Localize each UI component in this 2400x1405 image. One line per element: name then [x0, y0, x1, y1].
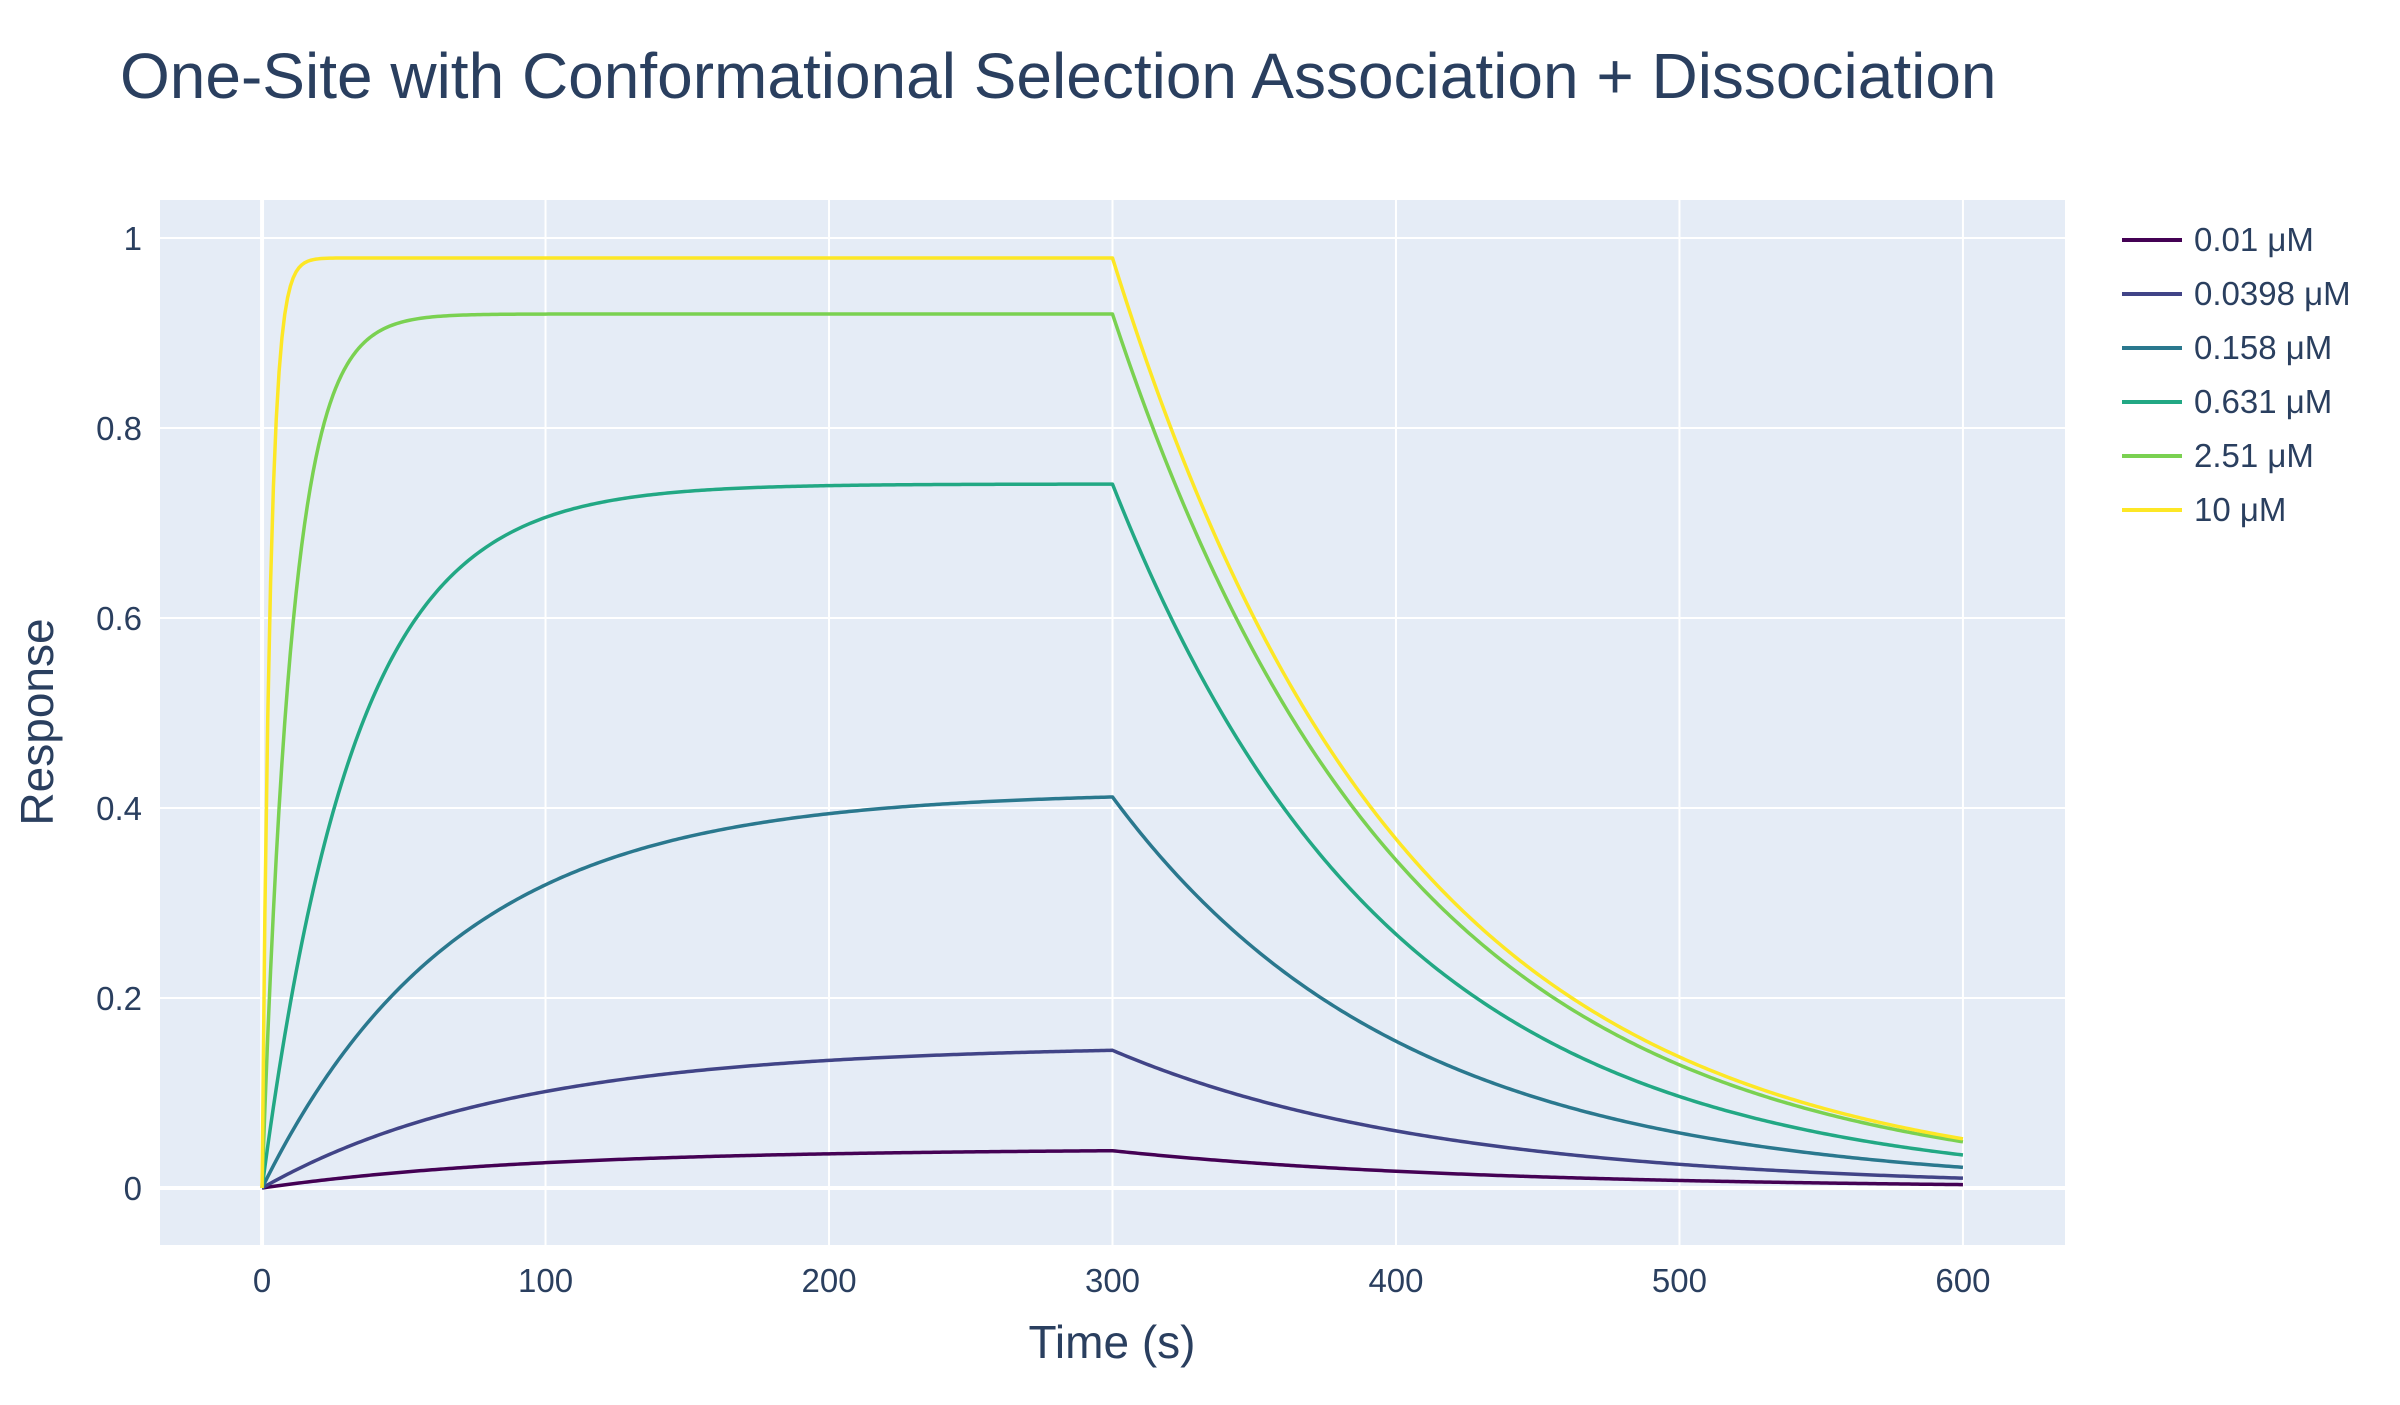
series-line-5 [260, 256, 1964, 1189]
series-line-2 [260, 795, 1964, 1189]
x-tick-label: 100 [518, 1262, 573, 1299]
x-tick-label: 200 [801, 1262, 856, 1299]
chart-title: One-Site with Conformational Selection A… [120, 40, 1997, 112]
legend-label: 0.01 μM [2194, 221, 2314, 258]
y-axis-title: Response [11, 618, 63, 825]
series-line-4 [260, 312, 1964, 1189]
x-tick-label: 400 [1368, 1262, 1423, 1299]
y-tick-label: 0.6 [96, 600, 142, 637]
legend-label: 0.631 μM [2194, 383, 2332, 420]
legend-item[interactable]: 0.631 μM [2122, 383, 2332, 420]
legend-item[interactable]: 2.51 μM [2122, 437, 2314, 474]
series-line-0 [261, 1148, 1963, 1190]
legend-label: 0.158 μM [2194, 329, 2332, 366]
grid-lines [160, 200, 2065, 1245]
y-tick-label: 0.8 [96, 410, 142, 447]
y-tick-label: 0.2 [96, 980, 142, 1017]
y-tick-label: 0 [124, 1170, 142, 1207]
series-line-3 [260, 482, 1964, 1189]
x-tick-label: 300 [1085, 1262, 1140, 1299]
x-tick-label: 600 [1935, 1262, 1990, 1299]
legend-item[interactable]: 0.158 μM [2122, 329, 2332, 366]
legend-label: 10 μM [2194, 491, 2286, 528]
x-axis-title: Time (s) [1029, 1316, 1196, 1368]
legend-item[interactable]: 0.01 μM [2122, 221, 2314, 258]
legend-item[interactable]: 0.0398 μM [2122, 275, 2351, 312]
series-lines [260, 256, 1964, 1190]
y-tick-label: 1 [124, 220, 142, 257]
y-tick-label: 0.4 [96, 790, 142, 827]
x-tick-label: 0 [253, 1262, 271, 1299]
legend-item[interactable]: 10 μM [2122, 491, 2286, 528]
legend[interactable]: 0.01 μM 0.0398 μM 0.158 μM 0.631 μM 2.51 μM 1… [2122, 221, 2351, 528]
x-tick-label: 500 [1652, 1262, 1707, 1299]
tick-labels: 0 100 200 300 400 500 600 0 0.2 0.4 0.6 0.8 1 [96, 220, 1990, 1299]
legend-label: 2.51 μM [2194, 437, 2314, 474]
series-line-1 [261, 1048, 1963, 1190]
legend-label: 0.0398 μM [2194, 275, 2351, 312]
